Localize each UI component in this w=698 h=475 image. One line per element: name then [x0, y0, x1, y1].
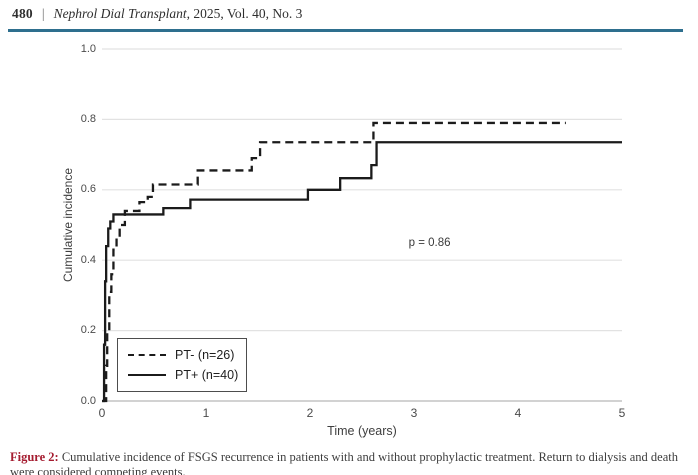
y-tick-label: 0.6: [80, 183, 96, 196]
p-value-annotation: p = 0.86: [408, 236, 451, 249]
y-tick-label: 0.8: [80, 112, 96, 125]
figure-caption: Figure 2: Cumulative incidence of FSGS r…: [10, 450, 690, 475]
journal-title: Nephrol Dial Transplant: [53, 6, 187, 21]
dashed-line-sample: [128, 353, 166, 356]
legend-entry-pt-plus: PT+ (n=40): [128, 368, 246, 382]
issue-info: , 2025, Vol. 40, No. 3: [186, 6, 303, 21]
legend-label: PT- (n=26): [175, 347, 235, 362]
x-tick-label: 2: [306, 406, 314, 420]
header-separator: |: [41, 6, 45, 21]
x-axis-title: Time (years): [327, 424, 397, 438]
x-tick-label: 4: [514, 406, 522, 420]
chart-legend: PT- (n=26) PT+ (n=40): [117, 338, 247, 392]
series-curve-pt-minus: [102, 121, 566, 403]
header-rule: [8, 29, 683, 32]
x-tick-label: 3: [410, 406, 418, 420]
y-tick-label: 1.0: [80, 42, 96, 55]
figure-caption-text: Cumulative incidence of FSGS recurrence …: [10, 450, 679, 475]
x-tick-label: 1: [202, 406, 210, 420]
x-tick-label: 5: [618, 406, 626, 420]
series-curve-pt-plus: [102, 141, 622, 403]
page-header: 480 | Nephrol Dial Transplant, 2025, Vol. …: [12, 6, 302, 22]
solid-line-sample: [128, 374, 166, 377]
y-axis-title: Cumulative incidence: [61, 167, 75, 283]
y-tick-label: 0.2: [80, 324, 96, 337]
page-number: 480: [12, 6, 33, 21]
y-tick-label: 0.4: [80, 253, 96, 266]
figure-label: Figure 2:: [10, 450, 59, 464]
y-tick-label: 0.0: [80, 394, 96, 407]
legend-entry-pt-minus: PT- (n=26): [128, 348, 246, 362]
legend-label: PT+ (n=40): [175, 368, 239, 383]
x-tick-label: 0: [98, 406, 106, 420]
